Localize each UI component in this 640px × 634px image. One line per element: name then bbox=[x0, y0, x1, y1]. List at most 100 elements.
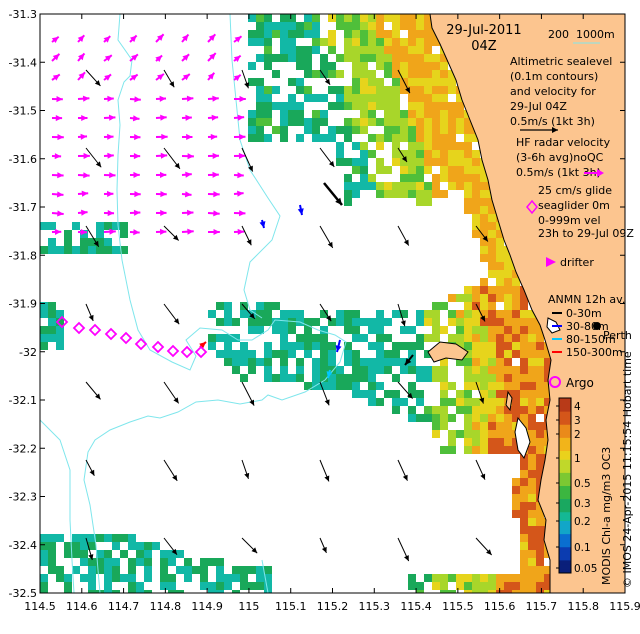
chl-pixel bbox=[360, 118, 368, 126]
chl-pixel bbox=[416, 30, 424, 38]
chl-pixel bbox=[136, 542, 144, 550]
chl-pixel bbox=[472, 174, 480, 182]
argo-label: Argo bbox=[566, 376, 594, 390]
chl-pixel bbox=[368, 150, 376, 158]
chl-pixel bbox=[488, 294, 496, 302]
chl-pixel bbox=[504, 278, 512, 286]
chl-pixel bbox=[488, 254, 496, 262]
chl-pixel bbox=[512, 582, 520, 590]
chl-pixel bbox=[464, 366, 472, 374]
chl-pixel bbox=[376, 134, 384, 142]
chl-pixel bbox=[368, 398, 376, 406]
chl-pixel bbox=[376, 350, 384, 358]
chl-pixel bbox=[392, 342, 400, 350]
chl-pixel bbox=[480, 198, 488, 206]
chl-pixel bbox=[496, 446, 504, 454]
chl-pixel bbox=[480, 374, 488, 382]
chl-pixel bbox=[536, 358, 544, 366]
chl-pixel bbox=[184, 566, 192, 574]
chl-pixel bbox=[352, 126, 360, 134]
chl-pixel bbox=[56, 534, 64, 542]
chl-pixel bbox=[472, 422, 480, 430]
chl-pixel bbox=[520, 310, 528, 318]
chl-pixel bbox=[408, 166, 416, 174]
chl-pixel bbox=[112, 566, 120, 574]
chl-pixel bbox=[384, 390, 392, 398]
chl-pixel bbox=[392, 102, 400, 110]
chl-pixel bbox=[416, 134, 424, 142]
chl-pixel bbox=[480, 294, 488, 302]
chl-pixel bbox=[96, 230, 104, 238]
chl-pixel bbox=[456, 158, 464, 166]
chl-pixel bbox=[328, 134, 336, 142]
chl-pixel bbox=[304, 70, 312, 78]
chl-pixel bbox=[456, 398, 464, 406]
chl-pixel bbox=[424, 94, 432, 102]
chl-pixel bbox=[408, 142, 416, 150]
chl-pixel bbox=[304, 46, 312, 54]
chl-pixel bbox=[448, 158, 456, 166]
colorbar-segment bbox=[559, 424, 571, 429]
chl-pixel bbox=[448, 102, 456, 110]
chl-pixel bbox=[488, 342, 496, 350]
chl-pixel bbox=[440, 390, 448, 398]
chl-pixel bbox=[432, 150, 440, 158]
chl-pixel bbox=[496, 574, 504, 582]
chl-pixel bbox=[432, 158, 440, 166]
chl-pixel bbox=[280, 126, 288, 134]
chl-pixel bbox=[256, 574, 264, 582]
chl-pixel bbox=[416, 46, 424, 54]
chl-pixel bbox=[488, 406, 496, 414]
legend-glider-line: 0-999m vel bbox=[538, 214, 601, 227]
chl-pixel bbox=[496, 326, 504, 334]
chl-pixel bbox=[312, 358, 320, 366]
chl-pixel bbox=[344, 102, 352, 110]
chl-pixel bbox=[392, 126, 400, 134]
chl-pixel bbox=[448, 334, 456, 342]
chl-pixel bbox=[504, 414, 512, 422]
time-label: 04Z bbox=[471, 39, 497, 54]
chl-pixel bbox=[480, 190, 488, 198]
chl-pixel bbox=[448, 174, 456, 182]
x-tick-label: 115.3 bbox=[359, 600, 391, 613]
chl-pixel bbox=[384, 118, 392, 126]
chl-pixel bbox=[456, 390, 464, 398]
chl-pixel bbox=[248, 318, 256, 326]
chl-pixel bbox=[464, 190, 472, 198]
chl-pixel bbox=[472, 230, 480, 238]
chl-pixel bbox=[112, 246, 120, 254]
chl-pixel bbox=[528, 422, 536, 430]
chl-pixel bbox=[520, 550, 528, 558]
chl-pixel bbox=[488, 358, 496, 366]
y-tick-label: -32.3 bbox=[9, 491, 37, 504]
chl-pixel bbox=[392, 398, 400, 406]
chl-pixel bbox=[360, 166, 368, 174]
legend-hf-radar: HF radar velocity (3-6h avg)noQC 0.5m/s … bbox=[516, 136, 611, 179]
chl-pixel bbox=[288, 38, 296, 46]
chl-pixel bbox=[344, 126, 352, 134]
chl-pixel bbox=[280, 46, 288, 54]
chl-pixel bbox=[344, 54, 352, 62]
chl-pixel bbox=[336, 382, 344, 390]
chl-pixel bbox=[200, 558, 208, 566]
chl-pixel bbox=[392, 190, 400, 198]
chl-pixel bbox=[216, 318, 224, 326]
chl-pixel bbox=[480, 214, 488, 222]
chl-pixel bbox=[376, 326, 384, 334]
chl-pixel bbox=[440, 110, 448, 118]
chl-pixel bbox=[312, 22, 320, 30]
chl-pixel bbox=[384, 134, 392, 142]
chl-pixel bbox=[432, 422, 440, 430]
chl-pixel bbox=[368, 374, 376, 382]
chl-pixel bbox=[496, 350, 504, 358]
chl-pixel bbox=[432, 70, 440, 78]
chl-pixel bbox=[376, 38, 384, 46]
chl-pixel bbox=[504, 422, 512, 430]
colorbar-tick-label: 0.5 bbox=[574, 478, 591, 490]
chl-pixel bbox=[520, 398, 528, 406]
chl-pixel bbox=[512, 334, 520, 342]
chl-pixel bbox=[384, 350, 392, 358]
chl-pixel bbox=[504, 430, 512, 438]
chl-pixel bbox=[496, 358, 504, 366]
